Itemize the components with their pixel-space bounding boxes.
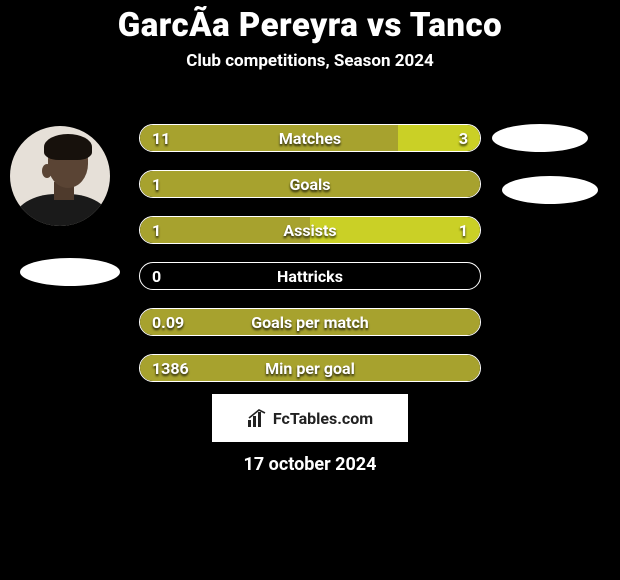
bar-label: Goals per match bbox=[140, 309, 480, 335]
attribution: FcTables.com bbox=[212, 394, 408, 442]
page-title: GarcÃ­a Pereyra vs Tanco bbox=[0, 0, 620, 45]
player-left-avatar bbox=[10, 126, 110, 226]
avatar-hair bbox=[44, 134, 92, 160]
stat-bar: 1Goals bbox=[139, 170, 481, 198]
bar-label: Matches bbox=[140, 125, 480, 151]
date: 17 october 2024 bbox=[0, 454, 620, 475]
chart-icon bbox=[247, 408, 267, 428]
stat-bar: 1386Min per goal bbox=[139, 354, 481, 382]
subtitle: Club competitions, Season 2024 bbox=[0, 51, 620, 71]
bar-label: Min per goal bbox=[140, 355, 480, 381]
club-badge-right bbox=[502, 176, 598, 204]
stat-bar: 0Hattricks bbox=[139, 262, 481, 290]
club-badge-left bbox=[20, 258, 120, 286]
avatar-ear bbox=[42, 164, 52, 178]
stat-bar: 0.09Goals per match bbox=[139, 308, 481, 336]
comparison-bars: 113Matches 1Goals 11Assists 0Hattricks 0.09G… bbox=[139, 124, 481, 400]
attribution-text: FcTables.com bbox=[273, 409, 373, 428]
bar-label: Goals bbox=[140, 171, 480, 197]
stat-bar: 11Assists bbox=[139, 216, 481, 244]
bar-label: Hattricks bbox=[140, 263, 480, 289]
bar-label: Assists bbox=[140, 217, 480, 243]
club-badge-right bbox=[492, 124, 588, 152]
stat-bar: 113Matches bbox=[139, 124, 481, 152]
